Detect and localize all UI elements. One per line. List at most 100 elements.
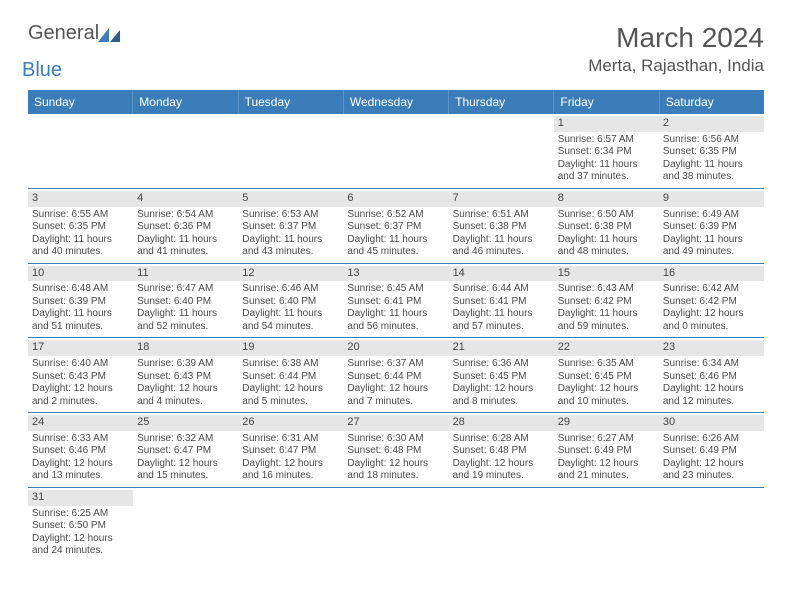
day-cell: 10Sunrise: 6:48 AMSunset: 6:39 PMDayligh… (28, 264, 133, 338)
day-info-line: Sunset: 6:34 PM (558, 146, 655, 159)
day-info-line: Daylight: 12 hours and 24 minutes. (32, 533, 129, 558)
day-info-line: Sunset: 6:35 PM (32, 221, 129, 234)
logo-sail-icon (98, 28, 120, 42)
day-number: 23 (659, 340, 764, 356)
day-header-thu: Thursday (449, 90, 554, 114)
day-info-line: Daylight: 11 hours and 59 minutes. (558, 308, 655, 333)
day-cell: 25 Sunrise: 6:32 AMSunset: 6:47 PMDayligh… (133, 413, 238, 487)
day-info-line: Sunset: 6:43 PM (32, 371, 129, 384)
day-number (238, 116, 343, 132)
day-cell: 24Sunrise: 6:33 AMSunset: 6:46 PMDayligh… (28, 413, 133, 487)
day-info-line: Sunrise: 6:40 AM (32, 358, 129, 371)
week-row: 31Sunrise: 6:25 AMSunset: 6:50 PMDayligh… (28, 488, 764, 562)
day-info-line: Daylight: 12 hours and 15 minutes. (137, 458, 234, 483)
day-number: 20 (343, 340, 448, 356)
day-info-line: Sunrise: 6:49 AM (663, 209, 760, 222)
day-info-line: Sunrise: 6:48 AM (32, 283, 129, 296)
day-cell (28, 114, 133, 188)
day-info-line: Sunset: 6:40 PM (137, 296, 234, 309)
day-cell: 5Sunrise: 6:53 AMSunset: 6:37 PMDaylight… (238, 189, 343, 263)
day-cell: 4Sunrise: 6:54 AMSunset: 6:36 PMDaylight… (133, 189, 238, 263)
day-info-line: Sunrise: 6:42 AM (663, 283, 760, 296)
day-info-line: Sunrise: 6:56 AM (663, 134, 760, 147)
day-info-line: Sunset: 6:49 PM (558, 445, 655, 458)
day-info-line: Sunrise: 6:50 AM (558, 209, 655, 222)
calendar: Sunday Monday Tuesday Wednesday Thursday… (28, 90, 764, 562)
day-info-line: Sunset: 6:35 PM (663, 146, 760, 159)
day-cell: 17Sunrise: 6:40 AMSunset: 6:43 PMDayligh… (28, 338, 133, 412)
day-info-line: Daylight: 12 hours and 19 minutes. (453, 458, 550, 483)
day-info-line: Sunrise: 6:25 AM (32, 508, 129, 521)
logo: General Blue (28, 22, 99, 68)
logo-part1: General (28, 22, 99, 44)
day-info-line: Sunrise: 6:26 AM (663, 433, 760, 446)
day-info-line: Daylight: 11 hours and 52 minutes. (137, 308, 234, 333)
day-number: 26 (238, 415, 343, 431)
day-number: 31 (28, 490, 133, 506)
day-cell: 29Sunrise: 6:27 AMSunset: 6:49 PMDayligh… (554, 413, 659, 487)
week-row: 24Sunrise: 6:33 AMSunset: 6:46 PMDayligh… (28, 413, 764, 488)
day-number: 24 (28, 415, 133, 431)
day-info-line: Sunset: 6:39 PM (663, 221, 760, 234)
day-number: 13 (343, 266, 448, 282)
day-cell: 20Sunrise: 6:37 AMSunset: 6:44 PMDayligh… (343, 338, 448, 412)
day-info-line: Daylight: 11 hours and 40 minutes. (32, 234, 129, 259)
day-cell: 26Sunrise: 6:31 AMSunset: 6:47 PMDayligh… (238, 413, 343, 487)
day-info-line: Daylight: 12 hours and 7 minutes. (347, 383, 444, 408)
day-info-line: Sunrise: 6:45 AM (347, 283, 444, 296)
day-info-line: Sunrise: 6:36 AM (453, 358, 550, 371)
day-info-line: Sunrise: 6:32 AM (137, 433, 234, 446)
day-info-line: Sunset: 6:47 PM (137, 445, 234, 458)
day-number: 3 (28, 191, 133, 207)
day-number: 25 (133, 415, 238, 431)
day-number (133, 116, 238, 132)
day-cell (238, 114, 343, 188)
day-info-line: Sunset: 6:38 PM (558, 221, 655, 234)
day-info-line: Daylight: 12 hours and 10 minutes. (558, 383, 655, 408)
day-info-line: Sunrise: 6:52 AM (347, 209, 444, 222)
day-info-line: Daylight: 11 hours and 43 minutes. (242, 234, 339, 259)
day-info-line: Sunset: 6:46 PM (32, 445, 129, 458)
day-info-line: Sunset: 6:46 PM (663, 371, 760, 384)
day-info-line: Daylight: 12 hours and 5 minutes. (242, 383, 339, 408)
day-number: 11 (133, 266, 238, 282)
day-info-line: Daylight: 12 hours and 8 minutes. (453, 383, 550, 408)
day-info-line: Sunrise: 6:46 AM (242, 283, 339, 296)
week-row: 10Sunrise: 6:48 AMSunset: 6:39 PMDayligh… (28, 264, 764, 339)
day-cell: 19Sunrise: 6:38 AMSunset: 6:44 PMDayligh… (238, 338, 343, 412)
day-info-line: Daylight: 12 hours and 18 minutes. (347, 458, 444, 483)
day-number (28, 116, 133, 132)
day-number: 19 (238, 340, 343, 356)
day-info-line: Daylight: 12 hours and 13 minutes. (32, 458, 129, 483)
day-cell: 28Sunrise: 6:28 AMSunset: 6:48 PMDayligh… (449, 413, 554, 487)
day-number (343, 116, 448, 132)
day-cell: 21Sunrise: 6:36 AMSunset: 6:45 PMDayligh… (449, 338, 554, 412)
day-info-line: Daylight: 12 hours and 2 minutes. (32, 383, 129, 408)
day-cell (238, 488, 343, 562)
day-cell: 14Sunrise: 6:44 AMSunset: 6:41 PMDayligh… (449, 264, 554, 338)
day-cell (554, 488, 659, 562)
day-number: 16 (659, 266, 764, 282)
day-number: 27 (343, 415, 448, 431)
day-header-fri: Friday (554, 90, 659, 114)
day-info-line: Sunset: 6:39 PM (32, 296, 129, 309)
day-info-line: Sunrise: 6:30 AM (347, 433, 444, 446)
day-number: 28 (449, 415, 554, 431)
day-cell: 18Sunrise: 6:39 AMSunset: 6:43 PMDayligh… (133, 338, 238, 412)
day-info-line: Sunrise: 6:57 AM (558, 134, 655, 147)
day-cell (343, 114, 448, 188)
day-info-line: Sunset: 6:42 PM (558, 296, 655, 309)
day-cell: 12Sunrise: 6:46 AMSunset: 6:40 PMDayligh… (238, 264, 343, 338)
day-info-line: Sunset: 6:45 PM (453, 371, 550, 384)
day-number: 2 (659, 116, 764, 132)
day-info-line: Daylight: 12 hours and 4 minutes. (137, 383, 234, 408)
day-info-line: Sunrise: 6:35 AM (558, 358, 655, 371)
day-cell (133, 488, 238, 562)
day-cell: 2Sunrise: 6:56 AMSunset: 6:35 PMDaylight… (659, 114, 764, 188)
day-info-line: Sunset: 6:36 PM (137, 221, 234, 234)
title-block: March 2024 Merta, Rajasthan, India (588, 22, 764, 76)
day-info-line: Sunset: 6:48 PM (453, 445, 550, 458)
day-number (449, 116, 554, 132)
day-info-line: Sunset: 6:45 PM (558, 371, 655, 384)
day-number: 22 (554, 340, 659, 356)
